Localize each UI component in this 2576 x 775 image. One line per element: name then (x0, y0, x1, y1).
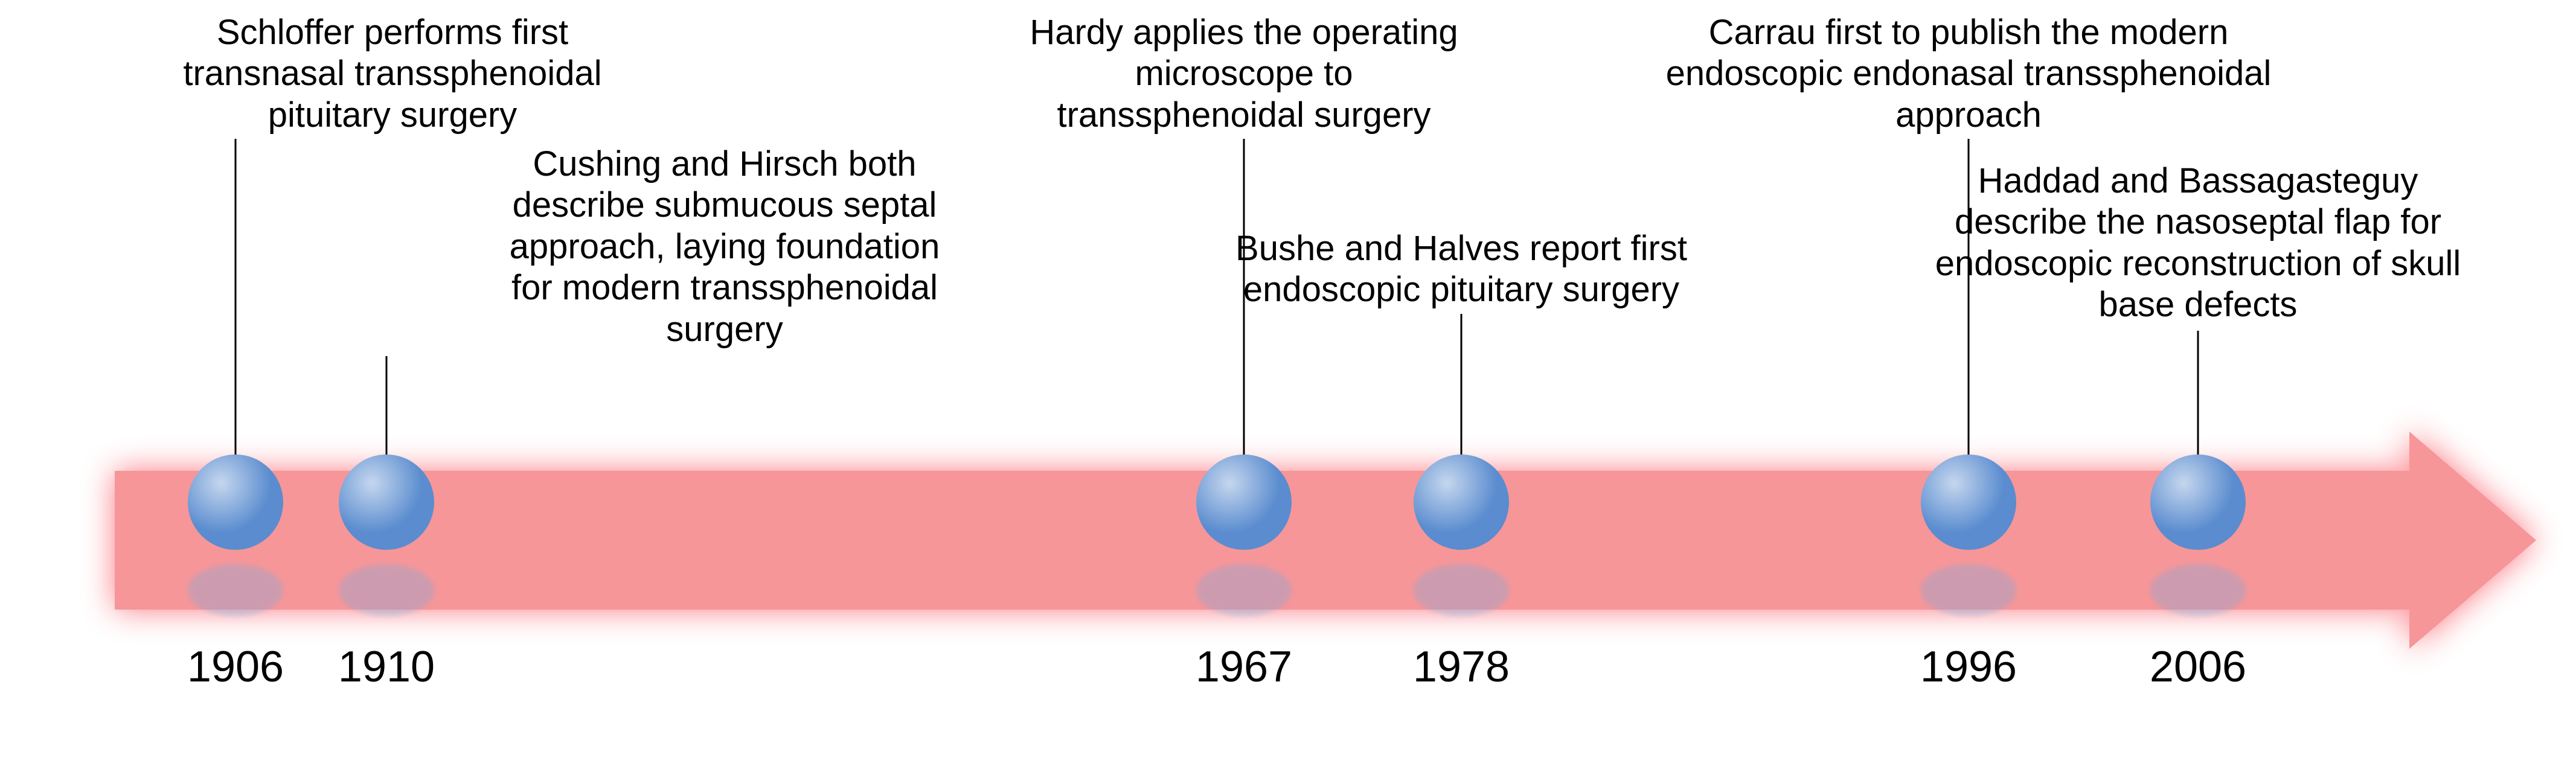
leader-line (2197, 331, 2199, 456)
event-dot-highlight (1196, 454, 1292, 550)
event-dot-reflection (1196, 564, 1292, 617)
event-label: Bushe and Halves report first endoscopic… (1129, 228, 1793, 311)
event-dot-reflection (1414, 564, 1509, 617)
event-dot-reflection (2150, 564, 2246, 617)
event-label: Haddad and Bassagasteguy describe the na… (1836, 161, 2560, 326)
event-dot-highlight (188, 454, 283, 550)
leader-line (1461, 314, 1463, 456)
leader-line (235, 139, 237, 456)
event-year: 1996 (1920, 642, 2017, 692)
event-year: 2006 (2150, 642, 2246, 692)
event-label: Carrau first to publish the modern endos… (1576, 12, 2361, 136)
event-year: 1978 (1413, 642, 1510, 692)
event-label: Schloffer performs first transnasal tran… (121, 12, 664, 136)
event-label: Cushing and Hirsch both describe submuco… (423, 144, 1027, 350)
event-dot-reflection (1921, 564, 2016, 617)
leader-line (386, 356, 388, 456)
arrow-head (2409, 432, 2536, 649)
event-year: 1967 (1196, 642, 1292, 692)
event-dot-highlight (2150, 454, 2246, 550)
event-dot-highlight (339, 454, 434, 550)
event-dot-reflection (188, 564, 283, 617)
event-year: 1910 (338, 642, 435, 692)
event-dot-highlight (1921, 454, 2016, 550)
event-dot-highlight (1414, 454, 1509, 550)
event-label: Hardy applies the operating microscope t… (942, 12, 1546, 136)
event-year: 1906 (187, 642, 284, 692)
timeline-figure: 1906 Schloffer performs first transnasal … (0, 0, 2576, 775)
event-dot-reflection (339, 564, 434, 617)
